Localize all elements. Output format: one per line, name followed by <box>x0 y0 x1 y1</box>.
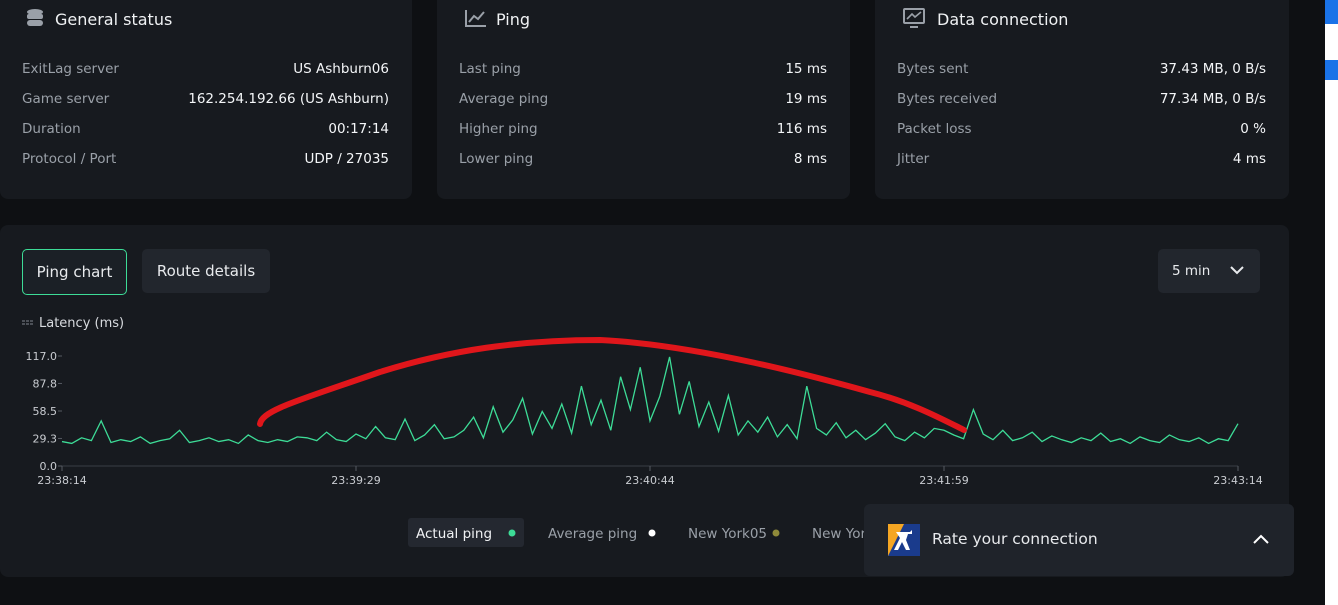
y-tick-label: 29.3 <box>33 432 58 445</box>
legend-dot <box>648 529 656 537</box>
legend-dot <box>508 529 516 537</box>
legend-highlight <box>408 518 524 547</box>
stat-value: 15 ms <box>785 61 827 77</box>
stat-label: ExitLag server <box>22 61 119 77</box>
tab[interactable]: Route details <box>142 249 270 293</box>
stat-value: 4 ms <box>1232 151 1266 167</box>
stat-value: 116 ms <box>776 121 827 137</box>
general-status-card: General status ExitLag server US Ashburn0… <box>0 0 412 199</box>
legend-dot <box>772 529 780 537</box>
ping-card: Ping Last ping 15 ms Average ping 19 ms High… <box>437 0 850 199</box>
stat-row: Packet loss 0 % <box>897 121 1266 141</box>
stat-row: Duration 00:17:14 <box>22 121 389 141</box>
legend-icon <box>22 320 34 325</box>
stat-label: Last ping <box>459 61 521 77</box>
x-tick-label: 23:43:14 <box>1213 474 1262 487</box>
stat-value: 00:17:14 <box>328 121 389 137</box>
stat-row: Bytes sent 37.43 MB, 0 B/s <box>897 61 1266 81</box>
stat-value: UDP / 27035 <box>304 151 390 167</box>
toast[interactable]: Rate your connection <box>864 504 1294 576</box>
x-tick-label: 23:39:29 <box>331 474 380 487</box>
stat-row: Jitter 4 ms <box>897 151 1266 171</box>
stat-row: Protocol / Port UDP / 27035 <box>22 151 389 171</box>
stat-label: Higher ping <box>459 121 538 137</box>
stat-label: Jitter <box>897 151 930 167</box>
stat-value: 37.43 MB, 0 B/s <box>1159 61 1266 77</box>
stat-row: Game server 162.254.192.66 (US Ashburn) <box>22 91 389 111</box>
stat-value: 0 % <box>1240 121 1266 137</box>
chevron <box>1230 266 1244 275</box>
y-tick-label: 58.5 <box>33 405 58 418</box>
data-connection-card: Data connection Bytes sent 37.43 MB, 0 B/… <box>875 0 1289 199</box>
stat-label: Duration <box>22 121 81 137</box>
legend-label: New York05 <box>688 526 767 542</box>
toast-text: Rate your connection <box>932 530 1098 548</box>
stat-label: Lower ping <box>459 151 534 167</box>
stat-row: Lower ping 8 ms <box>459 151 827 171</box>
legend-label: Actual ping <box>416 526 492 542</box>
stat-value: US Ashburn06 <box>293 61 389 77</box>
y-axis-label: Latency (ms) <box>39 316 124 331</box>
x-tick-label: 23:40:44 <box>625 474 674 487</box>
card-title: General status <box>55 10 173 29</box>
stat-row: Last ping 15 ms <box>459 61 827 81</box>
stat-row: Higher ping 116 ms <box>459 121 827 141</box>
stat-row: Average ping 19 ms <box>459 91 827 111</box>
range-select[interactable]: 5 min <box>1158 249 1260 293</box>
y-tick-label: 87.8 <box>33 377 58 390</box>
stat-value: 8 ms <box>793 151 827 167</box>
card-title: Data connection <box>937 10 1069 29</box>
background-window <box>1325 0 1338 605</box>
stat-label: Protocol / Port <box>22 151 117 167</box>
tab[interactable]: Ping chart <box>22 249 127 295</box>
stat-label: Game server <box>22 91 110 107</box>
stat-value: 19 ms <box>785 91 827 107</box>
icon <box>903 8 925 28</box>
y-tick-label: 0.0 <box>40 460 58 473</box>
game-icon <box>888 524 920 556</box>
card-title: Ping <box>496 10 531 29</box>
x-tick-label: 23:38:14 <box>37 474 86 487</box>
chevron[interactable] <box>1253 534 1269 544</box>
icon <box>465 10 486 27</box>
stat-value: 77.34 MB, 0 B/s <box>1159 91 1266 107</box>
x-tick-label: 23:41:59 <box>919 474 968 487</box>
stat-value: 162.254.192.66 (US Ashburn) <box>188 91 389 107</box>
stat-label: Bytes sent <box>897 61 969 77</box>
y-tick-label: 117.0 <box>26 350 58 363</box>
icon <box>27 9 43 26</box>
stat-row: Bytes received 77.34 MB, 0 B/s <box>897 91 1266 111</box>
stat-label: Bytes received <box>897 91 998 107</box>
stat-label: Packet loss <box>897 121 972 137</box>
line <box>61 356 1239 445</box>
legend-label: Average ping <box>548 526 637 542</box>
range-value: 5 min <box>1172 263 1211 279</box>
stat-row: ExitLag server US Ashburn06 <box>22 61 389 81</box>
stat-label: Average ping <box>459 91 549 107</box>
